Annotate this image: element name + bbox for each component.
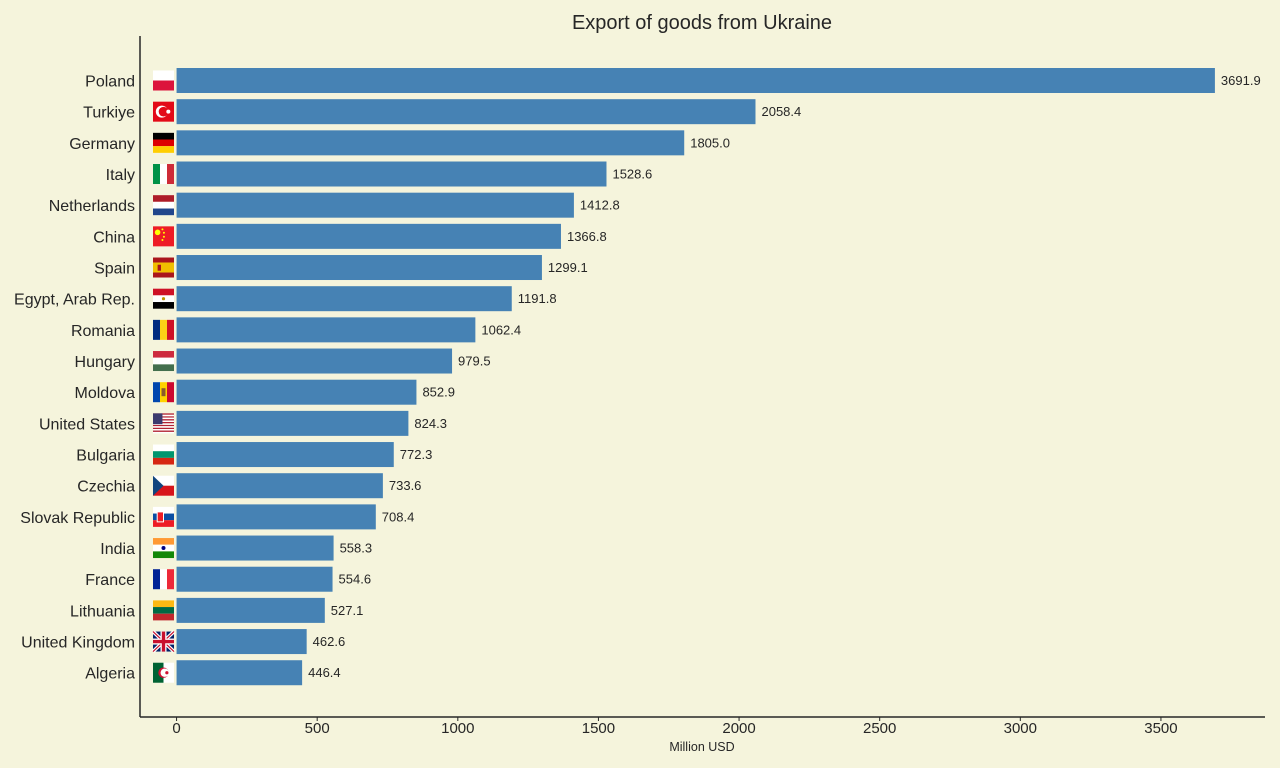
slovak-republic-flag-icon	[153, 506, 174, 527]
value-label: 446.4	[308, 665, 341, 680]
bar	[176, 566, 333, 592]
bar	[176, 348, 453, 374]
value-label: 1062.4	[481, 322, 521, 337]
bar	[176, 442, 394, 468]
value-label: 1528.6	[612, 167, 652, 182]
value-label: 772.3	[400, 447, 433, 462]
value-label: 558.3	[340, 541, 373, 556]
value-label: 733.6	[389, 478, 422, 493]
value-label: 1412.8	[580, 198, 620, 213]
category-label: Germany	[69, 136, 135, 153]
hungary-flag-icon	[153, 351, 174, 372]
category-label: Romania	[71, 323, 135, 340]
moldova-flag-icon	[153, 382, 174, 403]
italy-flag-icon	[153, 164, 174, 185]
value-labels: 3691.9 2058.4 1805.0 1528.6 1412.8 1366.8 1299…	[308, 73, 1261, 680]
chart-title: Export of goods from Ukraine	[572, 12, 832, 34]
netherlands-flag-icon	[153, 195, 174, 216]
bar	[176, 99, 756, 125]
value-label: 554.6	[339, 572, 372, 587]
bar	[176, 130, 685, 156]
category-label: India	[100, 541, 135, 558]
value-label: 1805.0	[690, 135, 730, 150]
category-label: Bulgaria	[76, 448, 135, 465]
bar	[176, 504, 376, 530]
egypt-flag-icon	[153, 288, 174, 309]
category-label: Egypt, Arab Rep.	[14, 292, 135, 309]
bar	[176, 161, 607, 187]
category-label: United States	[39, 416, 135, 433]
value-label: 1299.1	[548, 260, 588, 275]
category-label: France	[85, 572, 135, 589]
category-labels: Poland Turkiye Germany Italy Netherlands Chin…	[14, 74, 135, 683]
bar	[176, 317, 476, 343]
x-tick-label: 1500	[582, 720, 615, 737]
x-tick-label: 3000	[1004, 720, 1037, 737]
bar	[176, 473, 383, 499]
category-label: Lithuania	[70, 603, 135, 620]
value-label: 2058.4	[761, 104, 801, 119]
value-label: 824.3	[414, 416, 447, 431]
category-label: Czechia	[77, 479, 135, 496]
category-label: Netherlands	[49, 198, 135, 215]
bar	[176, 68, 1215, 93]
x-axis-label: Million USD	[669, 740, 734, 754]
united-kingdom-flag-icon	[151, 630, 176, 653]
bulgaria-flag-icon	[153, 444, 174, 465]
bar	[176, 629, 307, 655]
bar	[176, 535, 334, 561]
flags-layer	[151, 70, 176, 683]
poland-flag-icon	[153, 70, 174, 91]
lithuania-flag-icon	[153, 600, 174, 621]
algeria-flag-icon	[153, 662, 174, 683]
category-label: Slovak Republic	[20, 510, 135, 527]
x-tick-label: 2500	[863, 720, 896, 737]
category-label: United Kingdom	[21, 635, 135, 652]
x-tick-label: 2000	[722, 720, 755, 737]
category-label: Poland	[85, 74, 135, 91]
category-label: Moldova	[75, 385, 136, 402]
germany-flag-icon	[153, 132, 174, 153]
bar	[176, 660, 303, 686]
category-label: Italy	[106, 167, 135, 184]
bar	[176, 192, 574, 218]
value-label: 462.6	[313, 634, 346, 649]
x-tick-label: 3500	[1144, 720, 1177, 737]
category-label: Algeria	[85, 666, 135, 683]
category-label: Spain	[94, 261, 135, 278]
china-flag-icon	[153, 226, 174, 247]
value-label: 1191.8	[518, 291, 557, 306]
united-states-flag-icon	[153, 413, 174, 434]
spain-flag-icon	[153, 257, 174, 278]
x-tick-label: 0	[172, 720, 180, 737]
x-axis-ticks: 0 500 1000 1500 2000 2500 3000 3500	[172, 717, 1178, 737]
category-label: Turkiye	[83, 105, 135, 122]
value-label: 1366.8	[567, 229, 607, 244]
bar	[176, 379, 417, 405]
bars-layer	[176, 68, 1215, 686]
value-label: 708.4	[382, 509, 415, 524]
bar	[176, 286, 512, 312]
bar	[176, 223, 561, 249]
value-label: 979.5	[458, 354, 491, 369]
bar	[176, 255, 542, 281]
romania-flag-icon	[153, 319, 174, 340]
x-tick-label: 1000	[441, 720, 474, 737]
france-flag-icon	[153, 569, 174, 590]
category-label: China	[93, 229, 135, 246]
value-label: 527.1	[331, 603, 364, 618]
czechia-flag-icon	[153, 475, 174, 496]
value-label: 3691.9	[1221, 73, 1261, 88]
category-label: Hungary	[75, 354, 135, 371]
value-label: 852.9	[422, 385, 455, 400]
turkiye-flag-icon	[153, 101, 174, 122]
bar	[176, 597, 325, 623]
x-tick-label: 500	[305, 720, 330, 737]
bar	[176, 410, 409, 436]
india-flag-icon	[153, 538, 174, 559]
